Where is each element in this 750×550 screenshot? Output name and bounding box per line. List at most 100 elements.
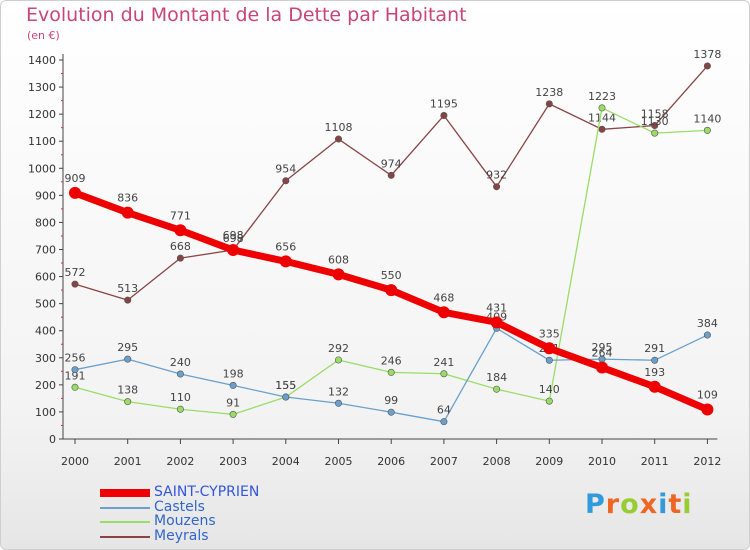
data-point [701, 403, 714, 416]
data-label: 240 [170, 356, 191, 369]
x-tick-label: 2012 [693, 455, 721, 468]
data-label: 468 [433, 291, 454, 304]
logo-letter: t [668, 489, 683, 520]
data-label: 140 [539, 383, 560, 396]
y-tick-label: 100 [35, 406, 56, 419]
data-point [229, 381, 237, 389]
data-point [598, 125, 606, 133]
legend-swatch [100, 506, 150, 509]
data-label: 1158 [641, 108, 669, 121]
data-label: 431 [486, 301, 507, 314]
data-point [703, 126, 711, 134]
y-tick-label: 600 [35, 271, 56, 284]
data-label: 909 [65, 172, 86, 185]
chart-title: Evolution du Montant de la Dette par Hab… [26, 4, 467, 26]
data-label: 1378 [693, 48, 721, 61]
legend-swatch [100, 521, 150, 523]
x-tick-label: 2005 [325, 455, 353, 468]
data-label: 109 [697, 388, 718, 401]
data-point [545, 356, 553, 364]
y-tick-label: 900 [35, 189, 56, 202]
data-point [703, 62, 711, 70]
logo-letter: r [605, 489, 621, 520]
data-point [387, 171, 395, 179]
x-tick-label: 2000 [61, 455, 89, 468]
data-point [493, 183, 501, 191]
y-tick-label: 200 [35, 379, 56, 392]
data-label: 656 [275, 240, 296, 253]
y-tick-label: 1100 [28, 135, 56, 148]
data-point [279, 255, 292, 268]
data-label: 132 [328, 385, 349, 398]
data-label: 246 [381, 354, 402, 367]
data-label: 954 [275, 163, 296, 176]
data-label: 295 [117, 341, 138, 354]
data-point [334, 135, 342, 143]
data-label: 291 [644, 342, 665, 355]
data-point [176, 405, 184, 413]
data-point [71, 383, 79, 391]
series-line-saint-cyprien [71, 189, 711, 413]
data-point [71, 280, 79, 288]
data-point [124, 296, 132, 304]
data-label: 193 [644, 366, 665, 379]
data-label: 155 [275, 379, 296, 392]
data-point [437, 306, 450, 319]
data-point [229, 410, 237, 418]
data-label: 836 [117, 192, 138, 205]
data-point [282, 393, 290, 401]
data-label: 698 [223, 229, 244, 242]
data-point [490, 316, 503, 329]
data-point [648, 380, 661, 393]
data-point [493, 385, 501, 393]
y-tick-label: 1400 [28, 54, 56, 67]
data-point [176, 254, 184, 262]
x-tick-label: 2004 [272, 455, 300, 468]
unit-label: (en €) [27, 29, 60, 42]
data-label: 1195 [430, 97, 458, 110]
data-point [334, 399, 342, 407]
proxiti-logo: Proxiti [585, 489, 693, 520]
data-point [227, 244, 240, 257]
logo-letter: o [620, 489, 640, 520]
data-label: 932 [486, 169, 507, 182]
legend-label: Meyrals [154, 527, 209, 544]
data-point [121, 206, 134, 219]
data-point [543, 342, 556, 355]
data-point [124, 398, 132, 406]
data-point [332, 268, 345, 281]
x-tick-label: 2006 [377, 455, 405, 468]
data-label: 198 [223, 367, 244, 380]
data-label: 608 [328, 253, 349, 266]
data-point [440, 111, 448, 119]
data-label: 1144 [588, 111, 616, 124]
logo-letter: x [639, 489, 659, 520]
x-tick-label: 2003 [219, 455, 247, 468]
data-label: 155 [275, 379, 296, 392]
data-point [176, 370, 184, 378]
logo-letter: i [658, 489, 669, 520]
data-point [387, 408, 395, 416]
data-point [71, 366, 79, 374]
legend-label: SAINT-CYPRIEN [154, 484, 260, 500]
data-point [440, 370, 448, 378]
y-tick-label: 0 [49, 433, 56, 446]
y-tick-label: 500 [35, 298, 56, 311]
data-label: 256 [65, 352, 86, 365]
data-point [174, 224, 187, 237]
data-point [440, 418, 448, 426]
data-label: 191 [65, 369, 86, 382]
data-label: 1223 [588, 90, 616, 103]
data-label: 513 [117, 282, 138, 295]
data-point [651, 356, 659, 364]
data-point [596, 361, 608, 374]
data-label: 295 [592, 341, 613, 354]
data-label: 91 [226, 396, 240, 409]
data-label: 64 [437, 404, 451, 417]
data-point [282, 177, 290, 185]
y-tick-label: 300 [35, 352, 56, 365]
x-tick-label: 2009 [535, 455, 563, 468]
data-label: 572 [65, 266, 86, 279]
data-point [598, 104, 606, 112]
